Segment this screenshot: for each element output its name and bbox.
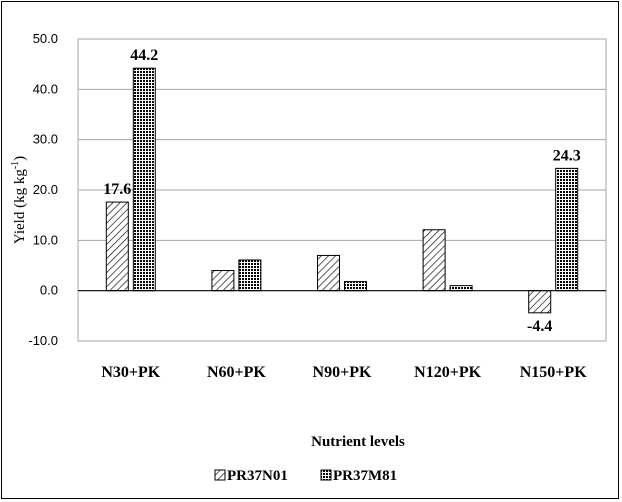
legend: PR37N01 PR37M81 bbox=[214, 468, 397, 484]
x-axis-category-labels: N30+PK N60+PK N90+PK N120+PK N150+PK bbox=[101, 364, 587, 381]
gridlines bbox=[78, 38, 606, 342]
data-label: 24.3 bbox=[553, 147, 581, 164]
y-axis-ticks: 50.0 40.0 30.0 20.0 10.0 0.0 -10.0 bbox=[28, 31, 58, 348]
bar-pr37m81-n30-pk bbox=[132, 67, 156, 292]
data-label: 44.2 bbox=[130, 47, 158, 64]
bar-pr37n01-n60-pk bbox=[211, 270, 235, 292]
y-tick-label: 50.0 bbox=[33, 31, 58, 46]
bars bbox=[105, 67, 579, 314]
bar-pr37n01-n30-pk bbox=[105, 201, 129, 292]
bar-pr37m81-n120-pk bbox=[449, 285, 473, 292]
y-tick-label: 30.0 bbox=[33, 132, 58, 147]
legend-swatch-pr37n01 bbox=[214, 469, 226, 481]
x-axis-title: Nutrient levels bbox=[311, 434, 405, 450]
y-tick-label: 0.0 bbox=[40, 283, 58, 298]
data-label: 17.6 bbox=[103, 181, 131, 198]
data-label: -4.4 bbox=[527, 318, 552, 335]
y-tick-label: 20.0 bbox=[33, 182, 58, 197]
bar-pr37m81-n60-pk bbox=[238, 259, 262, 292]
legend-label-pr37m81: PR37M81 bbox=[333, 468, 397, 484]
legend-label-pr37n01: PR37N01 bbox=[227, 468, 288, 484]
y-tick-label: -10.0 bbox=[28, 333, 58, 348]
x-category-label: N120+PK bbox=[414, 364, 481, 381]
bar-pr37m81-n90-pk bbox=[344, 281, 367, 292]
x-category-label: N30+PK bbox=[101, 364, 160, 381]
y-tick-label: 10.0 bbox=[33, 232, 58, 247]
bar-pr37n01-n90-pk bbox=[317, 254, 340, 292]
data-labels: 17.6 44.2 -4.4 24.3 bbox=[103, 47, 580, 335]
y-tick-label: 40.0 bbox=[33, 81, 58, 96]
y-axis-title: Yield (kg kg-1) bbox=[10, 156, 28, 244]
x-category-label: N90+PK bbox=[313, 364, 372, 381]
x-category-label: N60+PK bbox=[207, 364, 266, 381]
x-category-label: N150+PK bbox=[520, 364, 587, 381]
bar-pr37m81-n150-pk bbox=[555, 167, 579, 292]
bar-pr37n01-n120-pk bbox=[422, 229, 446, 292]
legend-swatch-pr37m81 bbox=[320, 469, 332, 481]
bar-pr37n01-n150-pk bbox=[528, 290, 552, 314]
